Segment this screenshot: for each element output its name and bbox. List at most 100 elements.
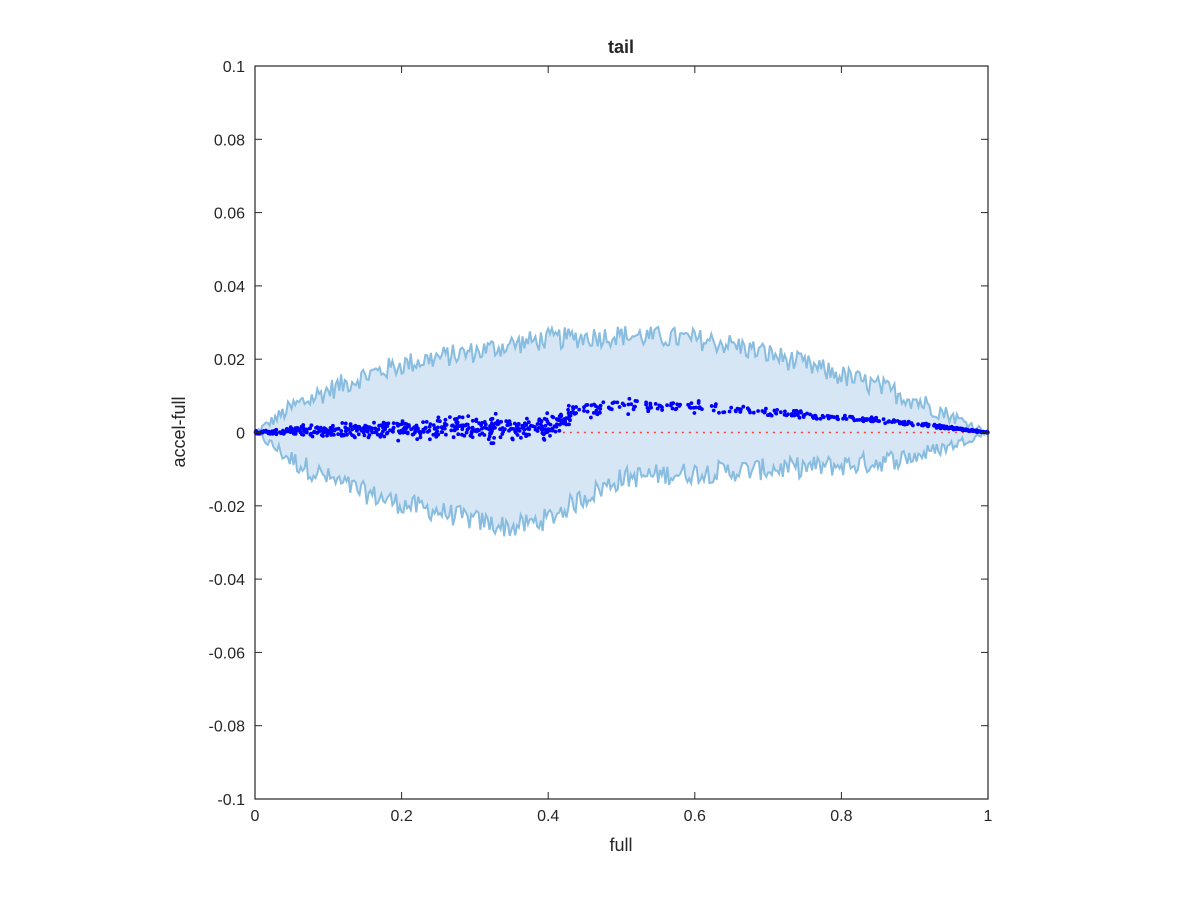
scatter-point — [533, 427, 538, 432]
scatter-point — [318, 425, 323, 430]
scatter-point — [577, 407, 582, 412]
scatter-point — [440, 430, 445, 434]
scatter-point — [591, 411, 596, 415]
scatter-point — [418, 432, 423, 436]
scatter-point — [440, 426, 445, 431]
scatter-point — [527, 432, 531, 437]
scatter-point — [412, 430, 417, 435]
scatter-point — [557, 428, 562, 433]
scatter-point — [546, 421, 551, 426]
scatter-point — [427, 424, 432, 429]
scatter-point — [898, 421, 902, 426]
band-fill — [255, 326, 988, 537]
scatter-point — [495, 422, 500, 427]
scatter-point — [870, 419, 875, 423]
scatter-point — [431, 423, 436, 428]
scatter-point — [567, 412, 572, 417]
chart-title: tail — [608, 37, 634, 57]
scatter-point — [751, 410, 756, 415]
scatter-point — [852, 418, 857, 423]
scatter-point — [722, 410, 727, 414]
y-tick-label: 0.1 — [223, 59, 245, 76]
scatter-point — [339, 432, 344, 437]
scatter-point — [365, 429, 370, 434]
scatter-point — [673, 407, 678, 412]
scatter-point — [506, 422, 511, 427]
scatter-point — [545, 411, 550, 416]
scatter-point — [688, 406, 693, 410]
scatter-point — [916, 422, 920, 427]
scatter-point — [323, 427, 328, 432]
scatter-point — [367, 425, 372, 429]
scatter-point — [354, 428, 359, 433]
scatter-point — [279, 431, 283, 436]
scatter-point — [813, 413, 818, 418]
scatter-point — [498, 435, 503, 440]
scatter-point — [536, 426, 541, 430]
scatter-point — [444, 432, 448, 437]
scatter-point — [524, 422, 529, 427]
scatter-point — [939, 424, 944, 429]
scatter-point — [342, 433, 347, 437]
scatter-points — [253, 396, 990, 446]
scatter-point — [407, 424, 411, 428]
x-tick-label: 0.2 — [390, 808, 412, 825]
scatter-point — [727, 409, 732, 414]
scatter-point — [483, 422, 488, 427]
scatter-point — [665, 403, 669, 408]
scatter-point — [818, 416, 823, 421]
scatter-point — [515, 423, 519, 427]
scatter-point — [644, 402, 648, 407]
scatter-point — [456, 432, 461, 437]
scatter-point — [482, 425, 487, 430]
y-tick-label: 0 — [236, 426, 245, 443]
scatter-point — [421, 427, 426, 432]
scatter-point — [464, 430, 469, 435]
scatter-point — [741, 404, 746, 409]
scatter-point — [961, 427, 966, 432]
scatter-point — [470, 418, 475, 423]
scatter-point — [782, 412, 787, 417]
scatter-point — [932, 423, 936, 428]
scatter-point — [385, 424, 390, 428]
scatter-point — [415, 437, 420, 441]
scatter-point — [696, 401, 701, 405]
scatter-point — [409, 427, 413, 432]
scatter-point — [615, 400, 620, 405]
scatter-point — [689, 401, 694, 406]
scatter-point — [451, 435, 456, 440]
scatter-point — [886, 420, 891, 424]
scatter-point — [660, 408, 664, 412]
scatter-point — [890, 420, 894, 424]
scatter-point — [282, 431, 286, 435]
scatter-point — [540, 427, 544, 432]
scatter-point — [391, 421, 396, 425]
scatter-point — [375, 432, 380, 437]
scatter-point — [802, 412, 807, 417]
scatter-point — [567, 422, 571, 427]
y-tick-label: -0.06 — [209, 645, 246, 662]
y-tick-label: -0.1 — [217, 792, 245, 809]
scatter-point — [390, 429, 395, 434]
scatter-point — [936, 424, 941, 429]
scatter-point — [948, 425, 953, 430]
scatter-point — [500, 432, 505, 436]
y-axis-label: accel-full — [169, 396, 189, 467]
scatter-point — [594, 408, 599, 413]
scatter-point — [729, 405, 734, 410]
scatter-point — [402, 421, 407, 426]
scatter-point — [541, 432, 546, 437]
y-tick-label: 0.04 — [214, 279, 245, 296]
scatter-point — [585, 409, 590, 414]
scatter-point — [737, 407, 742, 412]
scatter-point — [315, 425, 320, 430]
scatter-point — [401, 430, 405, 435]
scatter-point — [524, 432, 529, 437]
scatter-point — [848, 414, 852, 419]
scatter-point — [318, 428, 323, 433]
scatter-point — [881, 417, 886, 422]
x-axis-label: full — [609, 835, 632, 855]
scatter-point — [504, 419, 509, 424]
scatter-point — [396, 438, 401, 443]
